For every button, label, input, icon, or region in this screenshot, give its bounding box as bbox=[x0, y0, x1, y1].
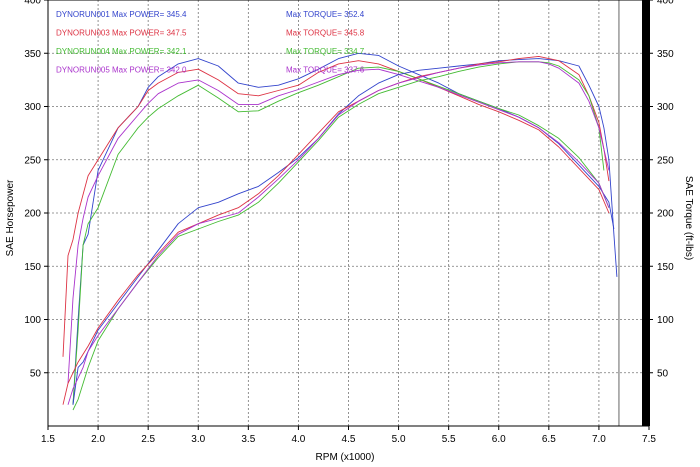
y-right-tick-label: 350 bbox=[657, 49, 674, 60]
y-right-tick-label: 150 bbox=[657, 262, 674, 273]
x-tick-label: 2.0 bbox=[91, 434, 105, 445]
legend-power-label: DYNORUN003 Max POWER= 347.5 bbox=[56, 29, 187, 38]
x-axis-title: RPM (x1000) bbox=[316, 452, 375, 463]
y-right-tick-label: 300 bbox=[657, 102, 674, 113]
y-axis-right-ticks: 50 100 150 200 250 300 350 400 bbox=[649, 0, 674, 379]
series-line-run3-power bbox=[62, 55, 610, 405]
x-tick-label: 6.5 bbox=[542, 434, 556, 445]
legend-power-label: DYNORUN005 Max POWER= 342.0 bbox=[56, 66, 187, 75]
y-left-tick-label: 200 bbox=[24, 209, 41, 220]
y-axis-right-title: SAE Torque (ft-lbs) bbox=[683, 176, 694, 260]
y-right-tick-label: 250 bbox=[657, 155, 674, 166]
x-tick-label: 4.0 bbox=[291, 434, 305, 445]
y-axis-left-title: SAE Horsepower bbox=[5, 179, 16, 256]
legend-torque-label: Max TORQUE= 345.8 bbox=[286, 29, 365, 38]
series-line-run4-torque bbox=[72, 66, 610, 405]
legend-torque-label: Max TORQUE= 334.7 bbox=[286, 47, 365, 56]
x-tick-label: 7.0 bbox=[592, 434, 606, 445]
y-left-tick-label: 300 bbox=[24, 102, 41, 113]
y-left-tick-label: 50 bbox=[30, 368, 42, 379]
x-axis-ticks: 1.5 2.0 2.5 3.0 3.5 4.0 4.5 5.0 5.5 6.0 6.5 7.0 7.5 bbox=[41, 426, 656, 445]
x-tick-label: 6.0 bbox=[492, 434, 506, 445]
y-left-tick-label: 400 bbox=[24, 0, 41, 7]
series-line-run5-torque bbox=[67, 68, 610, 384]
x-tick-label: 5.5 bbox=[442, 434, 456, 445]
legend-torque-label: Max TORQUE= 352.4 bbox=[286, 10, 365, 19]
y-right-tick-label: 200 bbox=[657, 209, 674, 220]
x-tick-label: 3.0 bbox=[191, 434, 205, 445]
x-tick-label: 2.5 bbox=[141, 434, 155, 445]
x-tick-label: 4.5 bbox=[342, 434, 356, 445]
y-left-tick-label: 350 bbox=[24, 49, 41, 60]
y-left-tick-label: 100 bbox=[24, 315, 41, 326]
y-axis-left-ticks: 50 100 150 200 250 300 350 400 bbox=[24, 0, 48, 379]
legend: DYNORUN001 Max POWER= 345.4 Max TORQUE= 3… bbox=[56, 10, 365, 75]
y-right-tick-label: 50 bbox=[657, 368, 669, 379]
right-axis-bar bbox=[642, 0, 650, 426]
y-right-tick-label: 100 bbox=[657, 315, 674, 326]
series-line-run5-power bbox=[67, 61, 610, 405]
legend-torque-label: Max TORQUE= 337.6 bbox=[286, 66, 365, 75]
x-tick-label: 5.0 bbox=[392, 434, 406, 445]
y-left-tick-label: 250 bbox=[24, 155, 41, 166]
series-line-run3-torque bbox=[62, 60, 610, 357]
x-tick-label: 1.5 bbox=[41, 434, 55, 445]
series-group bbox=[62, 52, 618, 411]
x-tick-label: 3.5 bbox=[241, 434, 255, 445]
legend-power-label: DYNORUN001 Max POWER= 345.4 bbox=[56, 10, 187, 19]
series-line-run1-power bbox=[72, 58, 618, 405]
y-right-tick-label: 400 bbox=[657, 0, 674, 7]
y-left-tick-label: 150 bbox=[24, 262, 41, 273]
x-tick-label: 7.5 bbox=[642, 434, 656, 445]
legend-power-label: DYNORUN004 Max POWER= 342.1 bbox=[56, 47, 187, 56]
